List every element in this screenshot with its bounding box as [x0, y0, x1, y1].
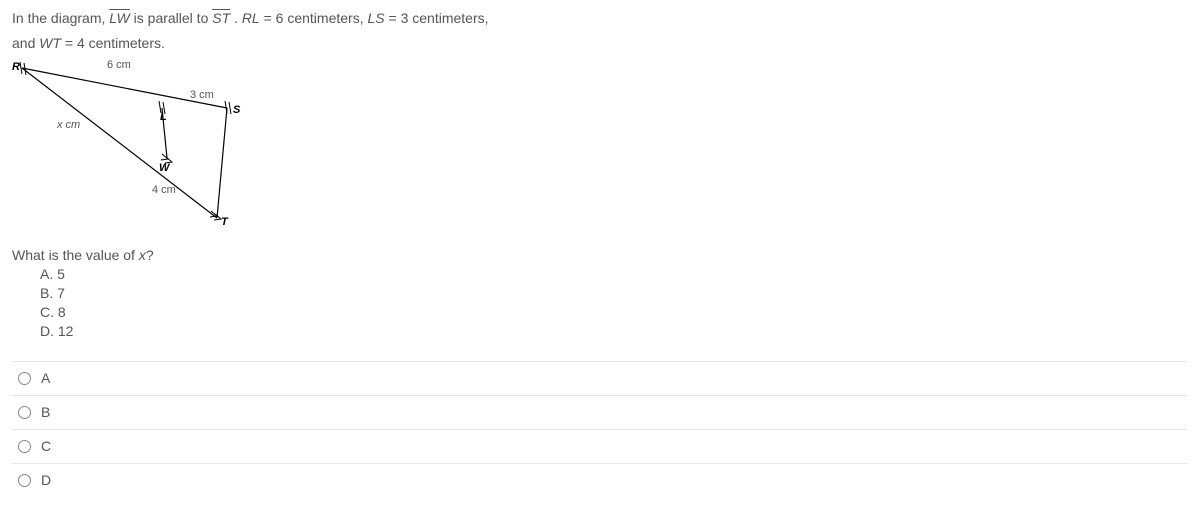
geometry-diagram: R L S W T 6 cm 3 cm x cm 4 cm — [12, 58, 1187, 231]
radio-c[interactable] — [18, 440, 31, 453]
svg-text:3 cm: 3 cm — [190, 89, 214, 101]
svg-text:4 cm: 4 cm — [152, 184, 176, 196]
segment-lw: LW — [109, 10, 129, 26]
text: = 3 centimeters, — [385, 10, 489, 26]
text: is parallel to — [130, 10, 212, 26]
choice-c: C. 8 — [40, 303, 1187, 322]
choice-b: B. 7 — [40, 284, 1187, 303]
prompt-line-1: In the diagram, LW is parallel to ST . R… — [12, 8, 1187, 29]
svg-text:6 cm: 6 cm — [107, 59, 131, 71]
option-label-a: A — [41, 370, 50, 386]
text: ? — [146, 247, 154, 263]
svg-text:T: T — [221, 216, 229, 228]
option-row-a[interactable]: A — [12, 361, 1187, 395]
var-ls: LS — [368, 10, 385, 26]
svg-text:R: R — [12, 61, 20, 73]
text: In the diagram, — [12, 10, 109, 26]
text: What is the value of — [12, 247, 139, 263]
radio-b[interactable] — [18, 406, 31, 419]
svg-text:x cm: x cm — [56, 119, 80, 131]
text: = 4 centimeters. — [61, 35, 165, 51]
var-wt: WT — [39, 35, 61, 51]
choice-a: A. 5 — [40, 265, 1187, 284]
radio-a[interactable] — [18, 372, 31, 385]
text: = 6 centimeters, — [260, 10, 368, 26]
option-label-b: B — [41, 404, 50, 420]
choice-d: D. 12 — [40, 322, 1187, 341]
text: and — [12, 35, 39, 51]
option-row-b[interactable]: B — [12, 395, 1187, 429]
text: . — [230, 10, 242, 26]
svg-text:L: L — [160, 111, 167, 123]
option-label-d: D — [41, 472, 51, 488]
svg-text:S: S — [233, 104, 241, 116]
radio-d[interactable] — [18, 474, 31, 487]
question-block: What is the value of x? A. 5 B. 7 C. 8 D… — [12, 247, 1187, 341]
question-text: What is the value of x? — [12, 247, 1187, 263]
var-x: x — [139, 247, 146, 263]
svg-text:W: W — [159, 162, 171, 174]
answer-choices: A. 5 B. 7 C. 8 D. 12 — [12, 265, 1187, 341]
var-rl: RL — [242, 10, 260, 26]
prompt-line-2: and WT = 4 centimeters. — [12, 33, 1187, 54]
segment-st: ST — [212, 10, 230, 26]
option-row-c[interactable]: C — [12, 429, 1187, 463]
option-label-c: C — [41, 438, 51, 454]
option-row-d[interactable]: D — [12, 463, 1187, 497]
